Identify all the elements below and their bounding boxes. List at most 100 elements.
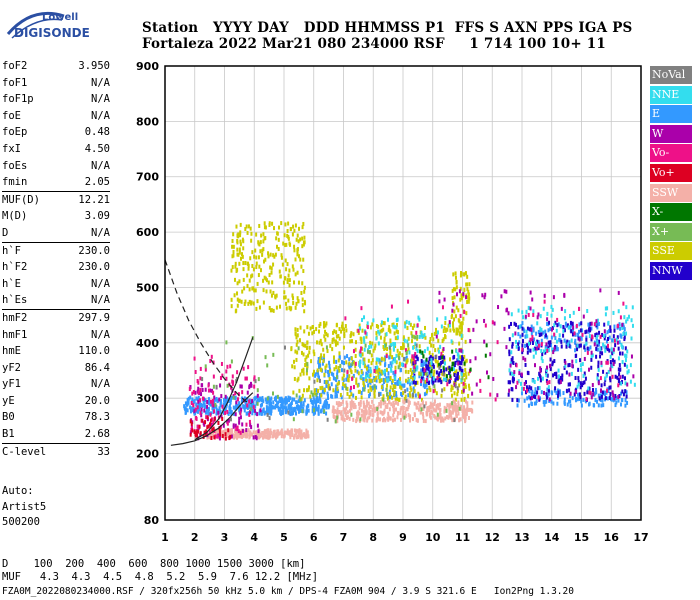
echo-point — [287, 431, 290, 436]
echo-point — [235, 224, 238, 229]
echo-point — [382, 321, 385, 326]
echo-point — [282, 434, 285, 439]
echo-point — [598, 330, 601, 335]
echo-point — [415, 346, 418, 351]
echo-point — [454, 397, 457, 402]
echo-point — [373, 388, 376, 393]
echo-point — [521, 343, 524, 348]
echo-point — [360, 390, 363, 395]
echo-point — [574, 398, 577, 403]
echo-point — [373, 368, 376, 373]
echo-point — [453, 400, 456, 405]
echo-point — [361, 317, 364, 322]
echo-point — [560, 339, 563, 344]
echo-point — [388, 328, 391, 333]
echo-point — [467, 383, 470, 388]
echo-point — [234, 261, 237, 266]
echo-point — [368, 415, 371, 420]
auto-label: Auto: — [2, 485, 34, 497]
echo-point — [300, 396, 303, 401]
echo-point — [430, 373, 433, 378]
echo-point — [215, 411, 218, 416]
echo-point — [585, 335, 588, 340]
echo-point — [427, 406, 430, 411]
echo-point — [211, 388, 214, 393]
echo-point — [454, 384, 457, 389]
echo-point — [590, 350, 593, 355]
echo-point — [335, 330, 338, 335]
echo-point — [285, 267, 288, 272]
echo-point — [294, 257, 297, 262]
echo-point — [467, 292, 470, 297]
echo-point — [415, 405, 418, 410]
echo-point — [367, 369, 370, 374]
echo-point — [391, 355, 394, 360]
echo-point — [366, 349, 369, 354]
echo-point — [435, 370, 438, 375]
y-tick-label: 800 — [136, 115, 159, 128]
echo-point — [533, 337, 536, 342]
echo-point — [224, 397, 227, 402]
echo-point — [330, 382, 333, 387]
echo-point — [301, 368, 304, 373]
echo-point — [432, 389, 435, 394]
echo-point — [560, 306, 563, 311]
echo-point — [452, 272, 455, 277]
echo-point — [240, 252, 243, 257]
echo-point — [459, 297, 462, 302]
echo-point — [596, 399, 599, 404]
echo-point — [554, 320, 557, 325]
echo-point — [230, 395, 233, 400]
echo-point — [451, 349, 454, 354]
echo-point — [455, 412, 458, 417]
echo-point — [334, 390, 337, 395]
echo-point — [323, 390, 326, 395]
echo-point — [431, 356, 434, 361]
echo-point — [456, 386, 459, 391]
echo-point — [439, 344, 442, 349]
echo-point — [231, 244, 234, 249]
param-value: N/A — [91, 159, 110, 172]
echo-point — [287, 395, 290, 400]
echo-point — [270, 396, 273, 401]
echo-point — [466, 404, 469, 409]
echo-point — [289, 432, 292, 437]
echo-point — [284, 430, 287, 435]
echo-point — [228, 407, 231, 412]
echo-point — [580, 403, 583, 408]
echo-point — [363, 387, 366, 392]
echo-point — [432, 372, 435, 377]
echo-point — [489, 352, 492, 357]
echo-point — [288, 305, 291, 310]
echo-point — [597, 367, 600, 372]
echo-point — [305, 405, 308, 410]
echo-point — [567, 363, 570, 368]
echo-point — [348, 357, 351, 362]
echo-point — [569, 399, 572, 404]
echo-point — [620, 391, 623, 396]
echo-point — [546, 365, 549, 370]
echo-point — [471, 409, 474, 414]
echo-point — [622, 322, 625, 327]
x-tick-label: 6 — [310, 531, 318, 544]
echo-point — [204, 387, 207, 392]
echo-point — [624, 389, 627, 394]
echo-point — [277, 431, 280, 436]
echo-point — [227, 432, 230, 437]
echo-point — [448, 403, 451, 408]
echo-point — [579, 358, 582, 363]
echo-point — [295, 411, 298, 416]
echo-point — [316, 340, 319, 345]
echo-point — [345, 377, 348, 382]
echo-point — [324, 323, 327, 328]
echo-point — [433, 399, 436, 404]
echo-point — [371, 322, 374, 327]
echo-point — [405, 359, 408, 364]
echo-point — [324, 337, 327, 342]
echo-point — [506, 307, 509, 312]
echo-point — [443, 409, 446, 414]
echo-point — [216, 399, 219, 404]
echo-point — [325, 331, 328, 336]
echo-point — [196, 424, 199, 429]
param-row: M(D) 3.09 — [2, 208, 110, 225]
